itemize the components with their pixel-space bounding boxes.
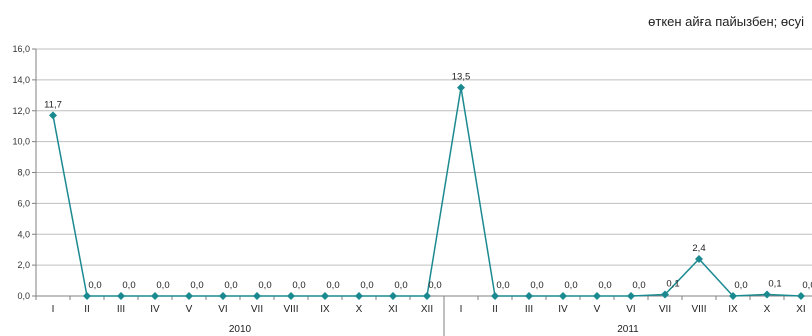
data-label: 0,0 [394, 280, 407, 291]
y-tick-label: 12,0 [12, 106, 30, 116]
data-point [83, 292, 91, 300]
data-point [219, 292, 227, 300]
data-point [151, 292, 159, 300]
x-tick-label: IX [728, 304, 738, 315]
x-group-label: 2011 [617, 324, 639, 335]
data-point [525, 292, 533, 300]
y-tick-label: 4,0 [17, 229, 30, 239]
x-tick-label: XII [421, 304, 433, 315]
x-tick-label: V [186, 304, 193, 315]
grid-lines [36, 48, 812, 266]
data-label: 11,7 [44, 99, 62, 110]
x-tick-label: VI [218, 304, 227, 315]
y-tick-label: 6,0 [17, 198, 30, 208]
x-tick-label: III [117, 304, 125, 315]
x-tick-label: II [492, 304, 498, 315]
x-tick-label: X [764, 304, 771, 315]
series-layer [49, 83, 805, 300]
x-tick-label: I [460, 304, 463, 315]
data-point [185, 292, 193, 300]
data-point [729, 292, 737, 300]
x-tick-label: VIII [283, 304, 298, 315]
data-label: 0,0 [802, 280, 812, 291]
data-point [661, 290, 669, 299]
x-tick-label: IV [150, 304, 160, 315]
data-point [593, 292, 601, 300]
x-group-label: 2010 [229, 324, 252, 335]
data-point [321, 292, 329, 300]
x-tick-label: III [525, 304, 533, 315]
data-point [423, 292, 431, 300]
data-label: 0,1 [768, 278, 781, 289]
data-labels: 11,7 0,0 0,0 0,0 0,0 0,0 0,0 0,0 0,0 0,0 0,0 0,0 13,… [44, 72, 812, 291]
data-label: 0,1 [666, 278, 679, 289]
data-point [49, 111, 57, 120]
data-point [253, 292, 261, 300]
x-tick-label: VI [626, 304, 635, 315]
data-label: 0,0 [190, 280, 203, 291]
data-point [491, 292, 499, 300]
x-tick-label: XI [388, 304, 397, 315]
y-tick-label: 14,0 [12, 75, 30, 85]
x-tick-label: II [84, 304, 90, 315]
x-tick-label: IV [558, 304, 568, 315]
y-tick-label: 10,0 [12, 137, 30, 147]
data-label: 0,0 [258, 280, 271, 291]
y-tick-label: 2,0 [17, 260, 30, 270]
x-tick-label: VII [251, 304, 263, 315]
data-label: 0,0 [292, 280, 305, 291]
data-label: 0,0 [734, 280, 747, 291]
y-tick-label: 16,0 [12, 44, 30, 54]
data-label: 0,0 [224, 280, 237, 291]
data-label: 0,0 [326, 280, 339, 291]
data-point [355, 292, 363, 300]
data-point [287, 292, 295, 300]
data-label: 0,0 [598, 280, 611, 291]
data-label: 0,0 [122, 280, 135, 291]
x-tick-label: XI [796, 304, 805, 315]
data-point [797, 292, 805, 300]
x-tick-label: X [356, 304, 363, 315]
data-point [627, 292, 635, 300]
y-axis: 0,0 2,0 4,0 6,0 8,0 10,0 12,0 14,0 16,0 [12, 44, 37, 301]
data-label: 0,0 [632, 280, 645, 291]
data-label: 2,4 [692, 243, 705, 254]
data-label: 0,0 [360, 280, 373, 291]
data-point [457, 83, 465, 92]
data-label: 13,5 [452, 72, 471, 83]
data-point [389, 292, 397, 300]
x-tick-label: VIII [691, 304, 706, 315]
data-point [763, 290, 771, 299]
x-tick-label: VII [659, 304, 671, 315]
data-label: 0,0 [156, 280, 169, 291]
x-tick-label: V [594, 304, 601, 315]
y-tick-label: 8,0 [17, 168, 30, 178]
data-label: 0,0 [428, 280, 441, 291]
data-point [117, 292, 125, 300]
data-point [559, 292, 567, 300]
chart-subtitle: өткен айға пайызбен; өсуі [648, 14, 804, 29]
data-label: 0,0 [496, 280, 509, 291]
data-point [695, 254, 703, 263]
x-axis: I II III IV V VI VII VIII IX X XI XII I II III IV V VI VII… [35, 295, 812, 336]
x-tick-label: I [52, 304, 55, 315]
x-tick-label: IX [320, 304, 330, 315]
data-label: 0,0 [564, 280, 577, 291]
data-label: 0,0 [88, 280, 101, 291]
data-label: 0,0 [530, 280, 543, 291]
y-tick-label: 0,0 [17, 291, 30, 301]
